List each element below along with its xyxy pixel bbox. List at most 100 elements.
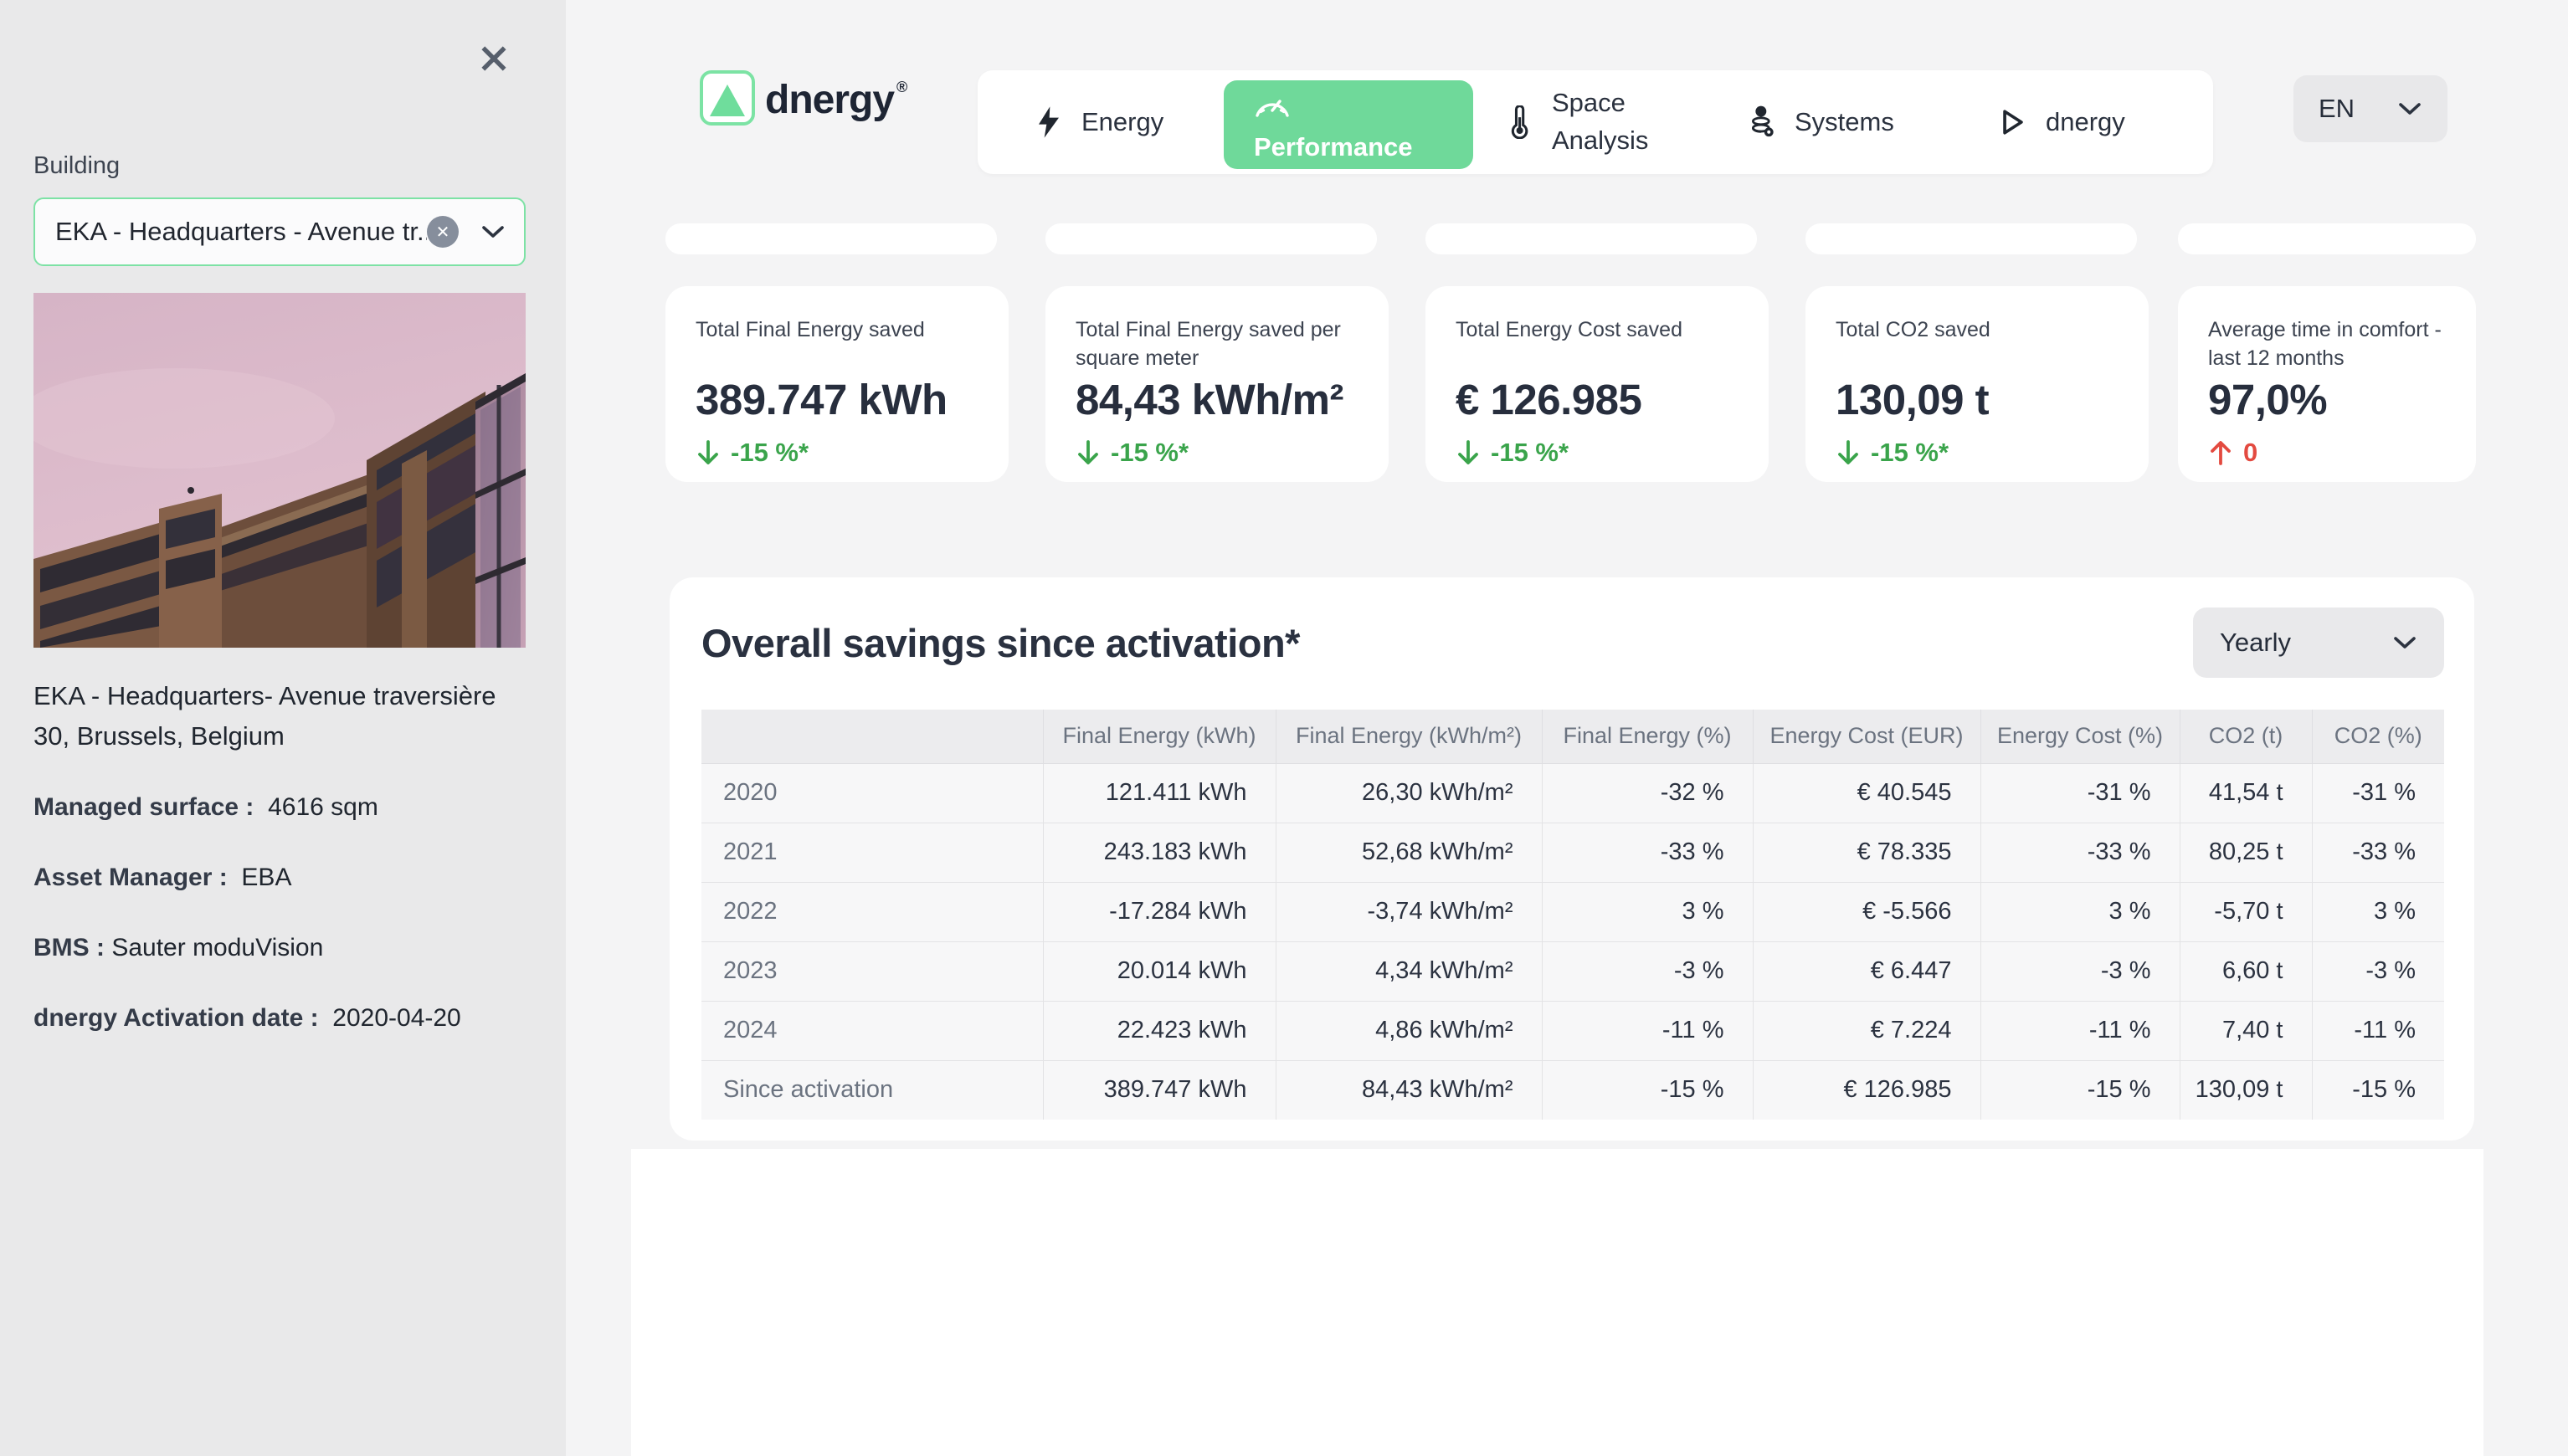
savings-section: Overall savings since activation* Yearly… xyxy=(670,577,2474,1141)
col-header-energy-cost-pct: Energy Cost (%) xyxy=(1980,710,2180,764)
kpi-title: Total Energy Cost saved xyxy=(1456,318,1682,341)
building-photo xyxy=(33,293,526,648)
cell: 84,43 kWh/m² xyxy=(1275,1059,1543,1120)
row-label: 2023 xyxy=(701,941,1044,1002)
asset-manager-row: Asset Manager : EBA xyxy=(33,864,536,892)
cell: € 7.224 xyxy=(1752,1000,1981,1061)
next-section-card xyxy=(631,1149,2483,1456)
chevron-down-icon xyxy=(2394,637,2416,649)
building-select-value: EKA - Headquarters - Avenue tr.. xyxy=(55,217,427,246)
logo-registered-mark: ® xyxy=(896,79,908,95)
card-cap xyxy=(2178,223,2476,254)
row-label: Since activation xyxy=(701,1059,1044,1120)
dnergy-logo: dnergy ® xyxy=(700,70,907,126)
tab-space-analysis-label: Space Analysis xyxy=(1552,88,1649,155)
tab-systems[interactable]: Systems xyxy=(1748,70,1894,174)
cell: -3 % xyxy=(1541,941,1754,1002)
cell: 4,86 kWh/m² xyxy=(1275,1000,1543,1061)
row-label: 2020 xyxy=(701,762,1044,823)
cell: -31 % xyxy=(2311,762,2444,823)
cell: 389.747 kWh xyxy=(1042,1059,1276,1120)
cell: € 126.985 xyxy=(1752,1059,1981,1120)
row-label: 2022 xyxy=(701,881,1044,942)
clear-selection-icon[interactable]: ✕ xyxy=(427,216,459,248)
kpi-delta: 0 xyxy=(2208,438,2447,468)
chevron-down-icon xyxy=(2399,103,2421,115)
language-value: EN xyxy=(2319,94,2355,123)
cell: 3 % xyxy=(1541,881,1754,942)
savings-table: Final Energy (kWh) Final Energy (kWh/m²)… xyxy=(701,710,2444,1120)
cell: -31 % xyxy=(1980,762,2180,823)
kpi-delta-value: -15 %* xyxy=(1111,438,1189,467)
cell: -15 % xyxy=(2311,1059,2444,1120)
cell: 26,30 kWh/m² xyxy=(1275,762,1543,823)
card-cap xyxy=(1045,223,1377,254)
bms-row: BMS : Sauter moduVision xyxy=(33,934,536,962)
row-label: 2021 xyxy=(701,822,1044,883)
kpi-title: Total Final Energy saved per square mete… xyxy=(1076,318,1341,370)
kpi-value: 389.747 kWh xyxy=(696,376,948,423)
kpi-card-final-energy: Total Final Energy saved 389.747 kWh -15… xyxy=(665,286,1009,482)
building-select[interactable]: EKA - Headquarters - Avenue tr.. ✕ xyxy=(33,197,526,266)
tab-performance[interactable]: Performance xyxy=(1224,80,1473,169)
language-select[interactable]: EN xyxy=(2293,75,2447,142)
kpi-title: Total CO2 saved xyxy=(1836,318,1990,341)
tab-systems-label: Systems xyxy=(1795,107,1894,136)
kpi-delta-value: 0 xyxy=(2243,438,2258,467)
cell: 52,68 kWh/m² xyxy=(1275,822,1543,883)
kpi-delta-value: -15 %* xyxy=(1871,438,1949,467)
row-label: 2024 xyxy=(701,1000,1044,1061)
table-header-row: Final Energy (kWh) Final Energy (kWh/m²)… xyxy=(701,710,2444,764)
kpi-value: € 126.985 xyxy=(1456,376,1642,423)
cell: -11 % xyxy=(2311,1000,2444,1061)
col-header-final-energy-kwh: Final Energy (kWh) xyxy=(1042,710,1276,764)
cell: 243.183 kWh xyxy=(1042,822,1276,883)
kpi-value: 130,09 t xyxy=(1836,376,1990,423)
activation-date-label: dnergy Activation date : xyxy=(33,1004,319,1032)
card-cap xyxy=(1805,223,2137,254)
tab-dnergy-label: dnergy xyxy=(2046,107,2125,136)
managed-surface-value: 4616 sqm xyxy=(268,793,378,821)
trend-up-icon xyxy=(2211,441,2231,465)
table-row: 2020 121.411 kWh 26,30 kWh/m² -32 % € 40… xyxy=(701,762,2444,823)
trend-down-icon xyxy=(1078,440,1098,464)
table-row-since-activation: Since activation 389.747 kWh 84,43 kWh/m… xyxy=(701,1059,2444,1120)
close-icon xyxy=(481,46,506,71)
card-cap xyxy=(665,223,997,254)
cell: € 6.447 xyxy=(1752,941,1981,1002)
cell: -15 % xyxy=(1980,1059,2180,1120)
database-gear-icon xyxy=(1752,105,1774,137)
kpi-card-final-energy-sqm: Total Final Energy saved per square mete… xyxy=(1045,286,1389,482)
kpi-title: Average time in comfort - last 12 months xyxy=(2208,318,2442,370)
cell: 3 % xyxy=(2311,881,2444,942)
period-select[interactable]: Yearly xyxy=(2193,608,2444,678)
kpi-value: 84,43 kWh/m² xyxy=(1076,376,1343,423)
cell: 7,40 t xyxy=(2179,1000,2313,1061)
kpi-card-energy-cost: Total Energy Cost saved € 126.985 -15 %* xyxy=(1425,286,1769,482)
kpi-delta: -15 %* xyxy=(1836,438,2120,468)
tab-energy-label: Energy xyxy=(1081,107,1164,136)
asset-manager-value: EBA xyxy=(241,864,292,891)
trend-down-icon xyxy=(1458,440,1478,464)
cell: -3 % xyxy=(1980,941,2180,1002)
sidebar-close-button[interactable] xyxy=(467,32,521,85)
managed-surface-label: Managed surface : xyxy=(33,793,254,821)
bms-value: Sauter moduVision xyxy=(111,934,324,961)
cell: 22.423 kWh xyxy=(1042,1000,1276,1061)
cell: -3 % xyxy=(2311,941,2444,1002)
tab-dnergy[interactable]: dnergy xyxy=(1999,70,2125,174)
cell: -5,70 t xyxy=(2179,881,2313,942)
cell: € 78.335 xyxy=(1752,822,1981,883)
col-header-co2-pct: CO2 (%) xyxy=(2311,710,2444,764)
cell: 3 % xyxy=(1980,881,2180,942)
col-header-final-energy-pct: Final Energy (%) xyxy=(1541,710,1754,764)
kpi-delta-value: -15 %* xyxy=(731,438,809,467)
cell: -15 % xyxy=(1541,1059,1754,1120)
tab-performance-label: Performance xyxy=(1254,132,1413,161)
tab-energy[interactable]: Energy xyxy=(1035,70,1163,174)
tab-space-analysis[interactable]: Space Analysis xyxy=(1505,70,1669,174)
building-address: EKA - Headquarters- Avenue traversière 3… xyxy=(33,681,496,751)
gauge-icon xyxy=(1256,100,1289,117)
kpi-delta: -15 %* xyxy=(1456,438,1740,468)
